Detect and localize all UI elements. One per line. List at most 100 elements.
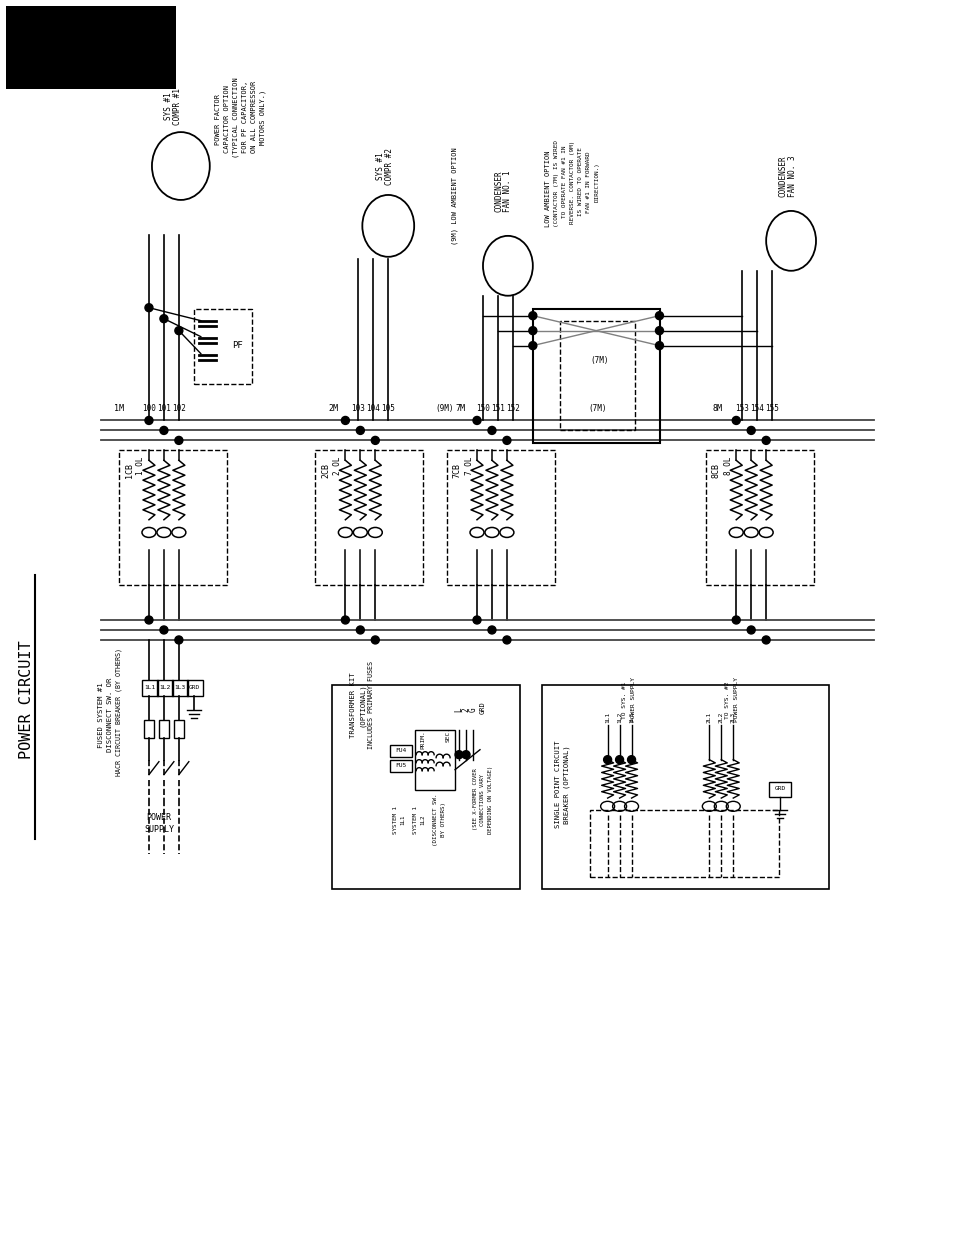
Text: 1L1: 1L1 (144, 685, 155, 690)
Bar (390, 760, 412, 772)
Text: INCLUDES PRIMARY FUSES: INCLUDES PRIMARY FUSES (368, 661, 374, 748)
Text: FUSED SYSTEM #1: FUSED SYSTEM #1 (98, 682, 104, 747)
Text: CAPACITOR OPTION: CAPACITOR OPTION (224, 85, 230, 153)
Bar (187, 679, 203, 695)
Circle shape (761, 436, 769, 445)
Bar (157, 679, 172, 695)
Text: (9M): (9M) (436, 404, 454, 412)
Text: 152: 152 (505, 404, 519, 412)
Bar (541, 685, 828, 889)
Text: POWER CIRCUIT: POWER CIRCUIT (19, 641, 33, 760)
Circle shape (145, 416, 152, 425)
Bar (589, 810, 779, 877)
Text: SINGLE POINT CIRCUIT: SINGLE POINT CIRCUIT (555, 741, 560, 829)
Text: DIRECTION.): DIRECTION.) (594, 162, 598, 201)
Circle shape (603, 756, 611, 763)
Circle shape (356, 426, 364, 435)
Circle shape (160, 315, 168, 322)
Text: PRIM.: PRIM. (420, 730, 425, 750)
Circle shape (473, 616, 480, 624)
Text: TO OPERATE FAN #1 IN: TO OPERATE FAN #1 IN (561, 146, 567, 219)
Circle shape (371, 636, 379, 643)
Circle shape (160, 626, 168, 634)
Text: 101: 101 (157, 404, 171, 412)
Circle shape (627, 756, 635, 763)
Text: (OPTIONAL): (OPTIONAL) (358, 683, 365, 726)
Text: 2 OL: 2 OL (333, 456, 341, 474)
Text: 2L1: 2L1 (706, 713, 711, 724)
Bar (332, 685, 519, 889)
Bar (173, 720, 184, 737)
Text: ON ALL COMPRESSOR: ON ALL COMPRESSOR (251, 82, 256, 153)
Text: 1M: 1M (114, 404, 124, 412)
Text: 103: 103 (351, 404, 365, 412)
Text: TO SYS. #1: TO SYS. #1 (621, 680, 626, 719)
Circle shape (487, 626, 496, 634)
Text: 7CB: 7CB (452, 463, 461, 478)
Text: TRANSFORMER KIT: TRANSFORMER KIT (350, 672, 356, 737)
Text: GRD: GRD (774, 787, 785, 792)
Text: 1L3: 1L3 (628, 713, 634, 724)
Text: CONNECTIONS VARY: CONNECTIONS VARY (480, 773, 485, 825)
Circle shape (174, 326, 183, 335)
Bar (559, 321, 634, 431)
Text: 102: 102 (172, 404, 186, 412)
Bar (768, 782, 790, 797)
Text: REVERSE. CONTACTOR (9M): REVERSE. CONTACTOR (9M) (570, 141, 575, 224)
Circle shape (145, 304, 152, 311)
Circle shape (487, 426, 496, 435)
Text: COMPR #1: COMPR #1 (173, 88, 182, 125)
Text: FU5: FU5 (395, 763, 406, 768)
Circle shape (461, 751, 470, 758)
Text: 1CB: 1CB (125, 463, 133, 478)
Text: (CONTACTOR (7M) IS WIRED: (CONTACTOR (7M) IS WIRED (554, 141, 558, 227)
Bar (142, 679, 158, 695)
Circle shape (356, 626, 364, 634)
Circle shape (174, 436, 183, 445)
Bar (159, 720, 169, 737)
Circle shape (615, 756, 623, 763)
Text: GRD: GRD (479, 701, 485, 714)
Text: MOTORS ONLY.): MOTORS ONLY.) (259, 89, 266, 144)
Text: 1L2: 1L2 (420, 814, 425, 825)
Text: LOW AMBIENT OPTION: LOW AMBIENT OPTION (544, 151, 550, 227)
Text: FAN NO. 1: FAN NO. 1 (503, 170, 512, 211)
Circle shape (160, 426, 168, 435)
Text: POWER SUPPLY: POWER SUPPLY (630, 677, 636, 722)
Text: BREAKER (OPTIONAL): BREAKER (OPTIONAL) (563, 745, 569, 824)
Text: 154: 154 (749, 404, 763, 412)
Text: SUPPLY: SUPPLY (144, 825, 173, 834)
Text: 2CB: 2CB (320, 463, 330, 478)
Circle shape (746, 626, 755, 634)
Circle shape (528, 342, 537, 350)
Circle shape (655, 326, 662, 335)
Text: FOR PF CAPACITOR,: FOR PF CAPACITOR, (241, 82, 248, 153)
Bar (390, 745, 412, 757)
Text: FAN NO. 3: FAN NO. 3 (787, 156, 796, 196)
Circle shape (528, 326, 537, 335)
Circle shape (655, 311, 662, 320)
Text: IS WIRED TO OPERATE: IS WIRED TO OPERATE (578, 147, 582, 216)
Text: FAN #1 IN FORWARD: FAN #1 IN FORWARD (585, 151, 591, 212)
Text: SYSTEM 1: SYSTEM 1 (393, 805, 397, 834)
Circle shape (341, 616, 349, 624)
Text: FU4: FU4 (395, 748, 406, 753)
Circle shape (732, 416, 740, 425)
Text: G: G (468, 708, 477, 713)
Text: 1L3: 1L3 (174, 685, 185, 690)
Bar (447, 451, 555, 585)
Text: 104: 104 (366, 404, 380, 412)
Bar (144, 720, 153, 737)
Circle shape (528, 311, 537, 320)
Text: 1L2: 1L2 (617, 713, 621, 724)
Bar (533, 309, 659, 443)
Text: SYS #1: SYS #1 (164, 93, 173, 120)
Text: 8 OL: 8 OL (723, 456, 732, 474)
Circle shape (732, 616, 740, 624)
Text: SEC.: SEC. (445, 727, 450, 742)
Text: (SEE X-FORMER COVER: (SEE X-FORMER COVER (472, 768, 477, 830)
Text: 151: 151 (491, 404, 504, 412)
Circle shape (455, 751, 462, 758)
Bar (415, 730, 455, 789)
Text: COMPR #2: COMPR #2 (384, 147, 394, 184)
